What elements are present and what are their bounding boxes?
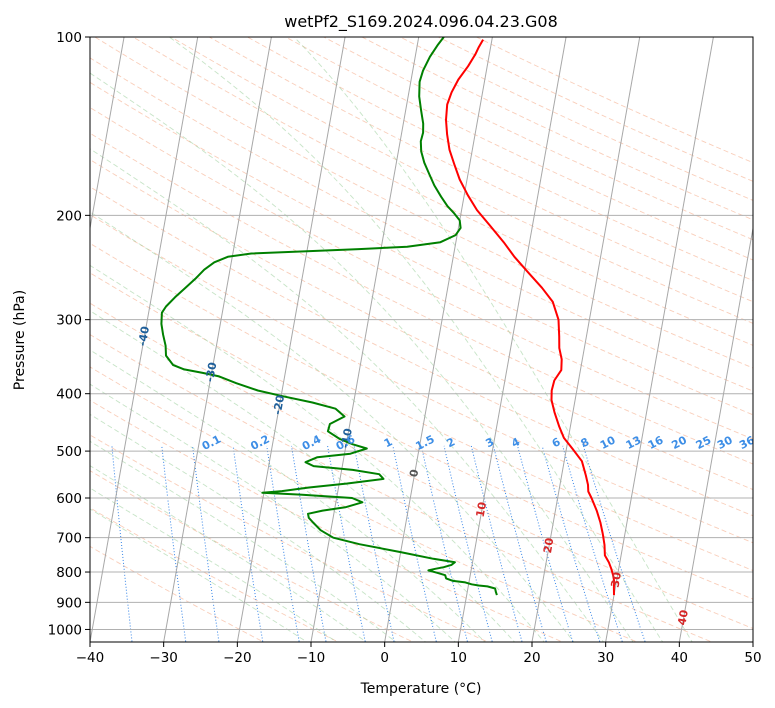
isotherm-label: 30 xyxy=(609,571,625,589)
pressure-gridlines xyxy=(90,37,753,630)
dry-adiabat xyxy=(90,545,265,642)
mixing-ratio-label: 20 xyxy=(669,433,689,452)
isotherm xyxy=(310,37,420,642)
dry-adiabat xyxy=(90,302,753,630)
sounding-lines xyxy=(160,37,616,596)
isotherm-label: -40 xyxy=(136,325,152,347)
isotherm xyxy=(90,37,125,232)
plot-area: -100-90-80-70-60-50-40-30-20-10010203040… xyxy=(90,37,757,642)
mixing-ratio-label: 16 xyxy=(646,433,666,452)
x-tick-label: 20 xyxy=(523,650,540,666)
x-tick-label: 40 xyxy=(671,650,688,666)
x-tick-label: 0 xyxy=(380,650,389,666)
dry-adiabat xyxy=(90,214,753,544)
isotherm xyxy=(678,225,753,642)
y-tick-label: 600 xyxy=(56,491,82,507)
isotherm-label: 0 xyxy=(407,468,421,478)
y-tick-label: 300 xyxy=(56,313,82,329)
mixing-ratio-line xyxy=(327,445,366,642)
isotherm xyxy=(90,37,199,642)
dry-adiabat xyxy=(132,37,753,346)
dry-adiabat xyxy=(90,272,753,600)
mixing-ratio-lines xyxy=(111,445,646,642)
isotherms xyxy=(90,37,753,642)
mixing-ratio-line xyxy=(562,445,623,642)
y-tick-label: 800 xyxy=(56,565,82,581)
isotherm xyxy=(163,37,272,642)
moist-adiabat xyxy=(90,264,545,642)
x-tick-label: −30 xyxy=(149,650,178,666)
dry-adiabat xyxy=(90,399,564,642)
mixing-ratio-line xyxy=(111,445,133,642)
moist-adiabat xyxy=(90,211,575,642)
x-axis-ticks: −40 −30 −20 −10 0 10 20 30 40 50 xyxy=(76,642,762,666)
y-tick-label: 1000 xyxy=(48,622,82,638)
dry-adiabat xyxy=(90,159,753,491)
x-axis-label: Temperature (°C) xyxy=(360,681,482,697)
mixing-ratio-label: 10 xyxy=(598,433,618,452)
mixing-ratio-line xyxy=(517,445,574,642)
isotherm-label: 20 xyxy=(541,537,557,555)
dewpoint-line xyxy=(160,37,498,596)
isotherm xyxy=(605,37,714,642)
mixing-ratio-line xyxy=(192,445,220,642)
dry-adiabat xyxy=(90,242,753,572)
isotherm-label: -10 xyxy=(339,427,355,449)
x-tick-label: −40 xyxy=(76,650,105,666)
mixing-ratio-line xyxy=(541,445,601,642)
mixing-ratio-line xyxy=(291,445,327,642)
mixing-ratio-label: 25 xyxy=(694,434,714,453)
dry-adiabat xyxy=(246,37,753,282)
isotherm xyxy=(384,37,493,642)
isotherm xyxy=(531,37,641,642)
isotherm-label: 40 xyxy=(675,609,691,627)
isotherm xyxy=(236,37,346,642)
mixing-ratio-line xyxy=(161,445,187,642)
x-tick-label: 50 xyxy=(744,650,761,666)
chart-title: wetPf2_S169.2024.096.04.23.G08 xyxy=(284,12,558,32)
y-tick-label: 100 xyxy=(56,30,82,46)
y-tick-label: 500 xyxy=(56,444,82,460)
dry-adiabat xyxy=(90,186,753,517)
x-tick-label: 10 xyxy=(450,650,467,666)
y-axis-label: Pressure (hPa) xyxy=(12,290,28,390)
isotherm-label: -20 xyxy=(271,394,287,416)
mixing-ratio-label: 36 xyxy=(737,433,757,452)
mixing-ratio-line xyxy=(266,445,300,642)
dry-adiabat xyxy=(90,434,489,642)
mixing-ratio-label: 30 xyxy=(715,433,735,452)
isotherm-label: -30 xyxy=(203,361,219,383)
mixing-ratio-line xyxy=(392,445,437,642)
dry-adiabat xyxy=(208,37,753,303)
mixing-ratio-line xyxy=(443,445,493,642)
isotherm-label: 10 xyxy=(474,501,490,519)
mixing-ratio-label: 13 xyxy=(624,434,644,453)
dry-adiabat xyxy=(93,37,753,369)
y-tick-label: 200 xyxy=(56,208,82,224)
mixing-ratio-line xyxy=(232,445,264,642)
y-tick-label: 400 xyxy=(56,387,82,403)
mixing-ratio-line xyxy=(353,445,395,642)
x-tick-label: 30 xyxy=(597,650,614,666)
x-tick-label: −10 xyxy=(297,650,326,666)
y-tick-label: 700 xyxy=(56,531,82,547)
plot-frame xyxy=(89,36,754,643)
dry-adiabat xyxy=(170,37,753,324)
y-axis-ticks: 100 200 300 400 500 600 700 800 900 1000 xyxy=(48,30,90,638)
y-tick-label: 900 xyxy=(56,595,82,611)
isotherm xyxy=(457,37,567,642)
temperature-line xyxy=(445,39,616,596)
x-tick-label: −20 xyxy=(223,650,252,666)
